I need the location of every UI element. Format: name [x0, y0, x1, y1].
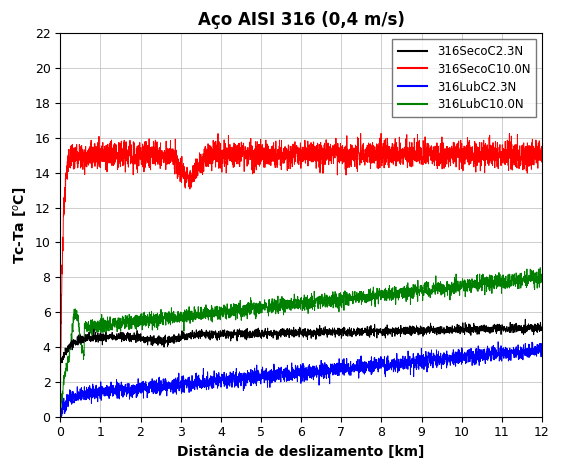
316SecoC2.3N: [57, 360, 63, 366]
Title: Aço AISI 316 (0,4 m/s): Aço AISI 316 (0,4 m/s): [197, 11, 404, 29]
Y-axis label: Tc-Ta [$^o$C]: Tc-Ta [$^o$C]: [11, 187, 29, 264]
316SecoC10.0N: [112, 159, 118, 165]
316SecoC2.3N: [242, 336, 249, 342]
316LubC2.3N: [140, 386, 147, 392]
316LubC10.0N: [530, 273, 536, 278]
316SecoC2.3N: [141, 335, 148, 340]
316LubC10.0N: [57, 414, 64, 419]
316LubC10.0N: [141, 310, 148, 316]
316LubC2.3N: [495, 339, 502, 345]
316LubC10.0N: [537, 265, 544, 271]
316SecoC10.0N: [539, 159, 545, 164]
316SecoC2.3N: [112, 336, 119, 341]
316SecoC2.3N: [263, 331, 269, 337]
Line: 316SecoC10.0N: 316SecoC10.0N: [60, 133, 542, 416]
316SecoC10.0N: [477, 149, 484, 154]
316LubC10.0N: [112, 319, 119, 325]
316SecoC10.0N: [140, 149, 147, 155]
316LubC2.3N: [263, 376, 269, 382]
316SecoC10.0N: [530, 146, 536, 152]
316LubC2.3N: [530, 341, 536, 346]
316LubC2.3N: [112, 388, 118, 394]
316LubC10.0N: [477, 280, 484, 286]
316LubC2.3N: [57, 414, 63, 419]
316LubC10.0N: [242, 310, 249, 315]
Line: 316SecoC2.3N: 316SecoC2.3N: [60, 319, 542, 364]
316SecoC2.3N: [530, 324, 536, 329]
316LubC2.3N: [242, 373, 249, 378]
316SecoC10.0N: [378, 131, 384, 136]
316LubC10.0N: [57, 411, 63, 416]
Line: 316LubC2.3N: 316LubC2.3N: [60, 342, 542, 416]
316SecoC2.3N: [522, 316, 528, 322]
316SecoC2.3N: [57, 361, 64, 367]
316LubC10.0N: [263, 305, 269, 310]
Line: 316LubC10.0N: 316LubC10.0N: [60, 268, 542, 416]
316SecoC10.0N: [263, 137, 269, 143]
316LubC2.3N: [539, 344, 545, 350]
Legend: 316SecoC2.3N, 316SecoC10.0N, 316LubC2.3N, 316LubC10.0N: 316SecoC2.3N, 316SecoC10.0N, 316LubC2.3N…: [392, 39, 536, 118]
X-axis label: Distância de deslizamento [km]: Distância de deslizamento [km]: [177, 445, 425, 459]
316LubC2.3N: [477, 350, 484, 356]
316SecoC2.3N: [539, 325, 545, 331]
316SecoC10.0N: [57, 414, 63, 419]
316SecoC10.0N: [242, 152, 249, 157]
316SecoC2.3N: [477, 325, 484, 331]
316LubC10.0N: [539, 278, 545, 284]
